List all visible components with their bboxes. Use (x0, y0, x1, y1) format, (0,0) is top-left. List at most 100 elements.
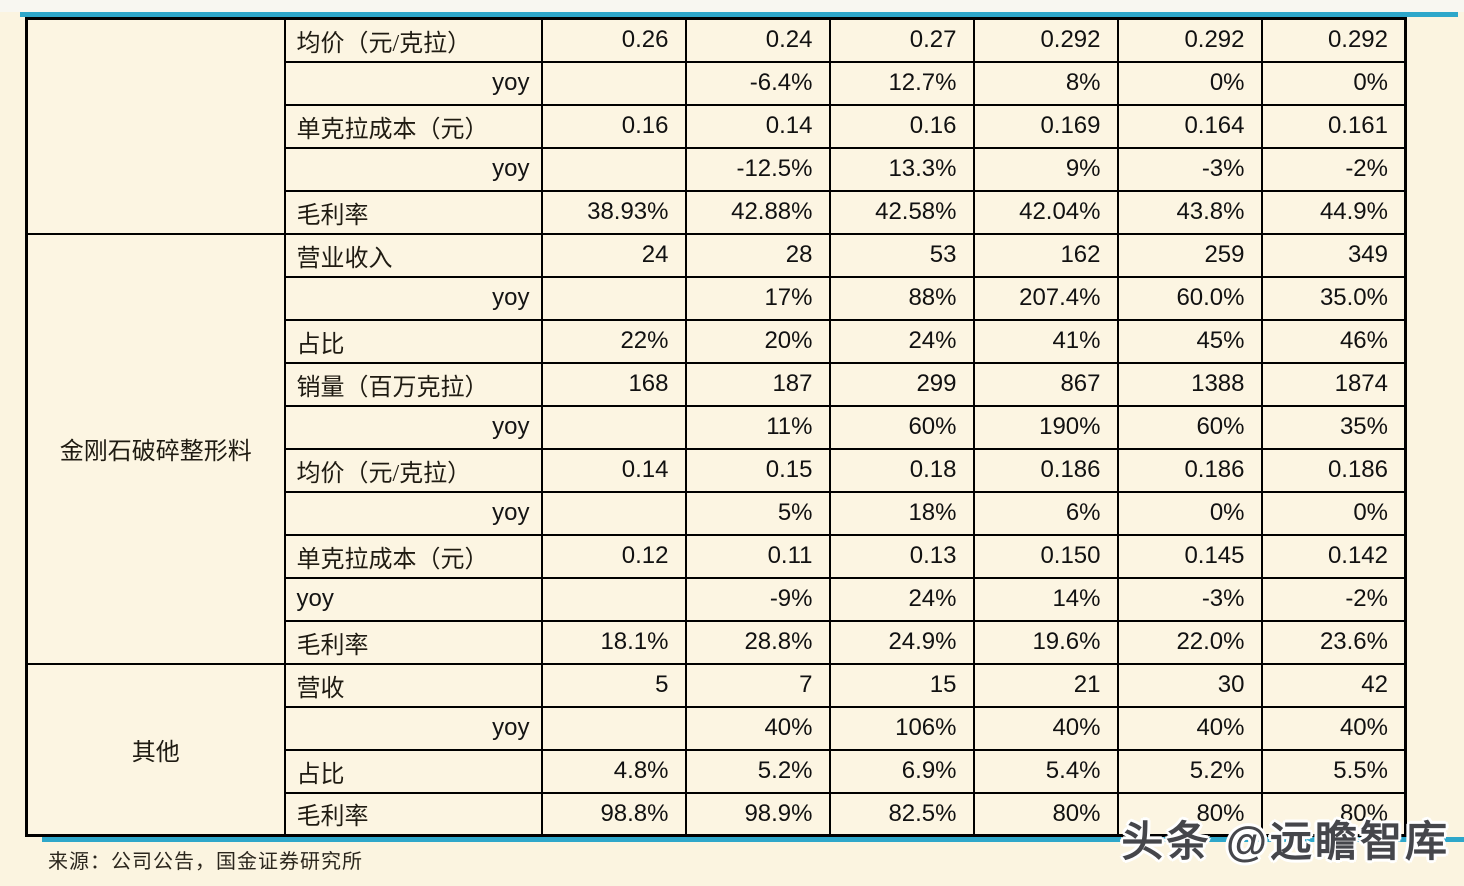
value-cell: 0.24 (684, 17, 831, 63)
value-cell: 0.161 (1260, 103, 1407, 149)
value-cell: 14% (972, 576, 1119, 622)
table-row: 其他 营收 5 7 15 21 30 42 (25, 662, 1407, 837)
value-cell (540, 705, 687, 751)
value-cell (540, 576, 687, 622)
value-cell: 0.169 (972, 103, 1119, 149)
value-cell: 11% (684, 404, 831, 450)
value-cell: 98.9% (684, 791, 831, 837)
value-cell: 17% (684, 275, 831, 321)
value-cell: 0.150 (972, 533, 1119, 579)
value-cell: 0.292 (1260, 17, 1407, 63)
value-cell: 24.9% (828, 619, 975, 665)
value-cell: 80% (1116, 791, 1263, 837)
value-cell (540, 404, 687, 450)
value-cell: 0.14 (684, 103, 831, 149)
row-label-cell: yoy (283, 275, 543, 321)
row-label-cell: 毛利率 (283, 791, 543, 837)
table-row: 均价（元/克拉） 0.26 0.24 0.27 0.292 0.292 0.292 (25, 17, 1407, 235)
value-cell: 18% (828, 490, 975, 536)
value-cell: 42.58% (828, 189, 975, 235)
row-label-cell: 占比 (283, 748, 543, 794)
value-cell: 207.4% (972, 275, 1119, 321)
value-cell: 88% (828, 275, 975, 321)
value-cell: 106% (828, 705, 975, 751)
value-cell: 8% (972, 60, 1119, 106)
value-cell: 0% (1116, 60, 1263, 106)
value-cell: 349 (1260, 232, 1407, 278)
value-cell: 24 (540, 232, 687, 278)
value-cell: 5.4% (972, 748, 1119, 794)
value-cell: 60% (1116, 404, 1263, 450)
value-cell: -3% (1116, 576, 1263, 622)
value-cell: 22% (540, 318, 687, 364)
value-cell: 20% (684, 318, 831, 364)
value-cell: 80% (972, 791, 1119, 837)
row-label-cell: yoy (283, 60, 543, 106)
row-label-cell: 均价（元/克拉） (283, 447, 543, 493)
value-cell: 0.292 (972, 17, 1119, 63)
table-row: yoy 17% 88% 207.4% 60.0% 35.0% (27, 275, 1407, 321)
value-cell: 187 (684, 361, 831, 407)
row-label-cell: yoy (283, 404, 543, 450)
value-cell: 0.18 (828, 447, 975, 493)
value-cell: 0.186 (972, 447, 1119, 493)
value-cell: 299 (828, 361, 975, 407)
value-cell: 0.15 (684, 447, 831, 493)
table-row: 毛利率 98.8% 98.9% 82.5% 80% 80% 80% (27, 791, 1407, 837)
value-cell: 19.6% (972, 619, 1119, 665)
category-cell: 其他 (25, 662, 286, 837)
value-cell: 42 (1260, 662, 1407, 708)
value-cell: 0.164 (1116, 103, 1263, 149)
value-cell: 43.8% (1116, 189, 1263, 235)
financial-table: 均价（元/克拉） 0.26 0.24 0.27 0.292 0.292 0.292 yoy -6… (25, 17, 1407, 837)
value-cell: 24% (828, 576, 975, 622)
value-cell: 0.14 (540, 447, 687, 493)
value-cell: -9% (684, 576, 831, 622)
value-cell: 0% (1260, 490, 1407, 536)
value-cell: 9% (972, 146, 1119, 192)
watermark: 头条 @远瞻智库 (1121, 818, 1450, 865)
row-label-cell: yoy (283, 490, 543, 536)
value-cell: 98.8% (540, 791, 687, 837)
value-cell: 0.11 (684, 533, 831, 579)
value-cell: 60% (828, 404, 975, 450)
row-label-cell: 营收 (283, 662, 543, 708)
value-cell: 162 (972, 232, 1119, 278)
value-cell: 0.26 (540, 17, 687, 63)
value-cell: 0.12 (540, 533, 687, 579)
value-cell: 168 (540, 361, 687, 407)
value-cell: 1388 (1116, 361, 1263, 407)
value-cell: 30 (1116, 662, 1263, 708)
value-cell: 0.186 (1116, 447, 1263, 493)
table-row: yoy -6.4% 12.7% 8% 0% 0% (27, 60, 1407, 106)
value-cell: -12.5% (684, 146, 831, 192)
value-cell (540, 146, 687, 192)
value-cell: 40% (1260, 705, 1407, 751)
top-accent-line (20, 12, 1458, 17)
value-cell: 41% (972, 318, 1119, 364)
row-label-cell: 毛利率 (283, 619, 543, 665)
value-cell: 6% (972, 490, 1119, 536)
value-cell: 5.2% (684, 748, 831, 794)
row-label-cell: 销量（百万克拉） (283, 361, 543, 407)
value-cell: -6.4% (684, 60, 831, 106)
value-cell: 259 (1116, 232, 1263, 278)
table-row: yoy -12.5% 13.3% 9% -3% -2% (27, 146, 1407, 192)
value-cell: 18.1% (540, 619, 687, 665)
table-row: 单克拉成本（元） 0.16 0.14 0.16 0.169 0.164 0.161 (27, 103, 1407, 149)
table-row: 占比 22% 20% 24% 41% 45% 46% (27, 318, 1407, 364)
value-cell: 5.5% (1260, 748, 1407, 794)
source-note: 来源：公司公告，国金证券研究所 (48, 851, 363, 873)
category-cell: 金刚石破碎整形料 (25, 232, 286, 665)
value-cell: 80% (1260, 791, 1407, 837)
value-cell: 0.16 (540, 103, 687, 149)
row-label-cell: 毛利率 (283, 189, 543, 235)
row-label-cell: 营业收入 (283, 232, 543, 278)
value-cell: 7 (684, 662, 831, 708)
value-cell: 12.7% (828, 60, 975, 106)
value-cell: 82.5% (828, 791, 975, 837)
value-cell: 38.93% (540, 189, 687, 235)
table-row: yoy 40% 106% 40% 40% 40% (27, 705, 1407, 751)
value-cell: 24% (828, 318, 975, 364)
row-label-cell: yoy (283, 146, 543, 192)
